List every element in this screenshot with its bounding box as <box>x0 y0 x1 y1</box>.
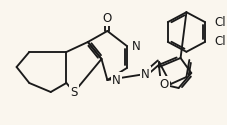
Text: N: N <box>131 40 140 52</box>
Text: N: N <box>112 74 121 86</box>
Text: Cl: Cl <box>214 16 225 29</box>
Text: O: O <box>102 12 111 24</box>
Text: Cl: Cl <box>214 35 225 48</box>
Text: N: N <box>141 68 149 80</box>
Text: O: O <box>159 78 168 90</box>
Text: S: S <box>70 86 78 98</box>
